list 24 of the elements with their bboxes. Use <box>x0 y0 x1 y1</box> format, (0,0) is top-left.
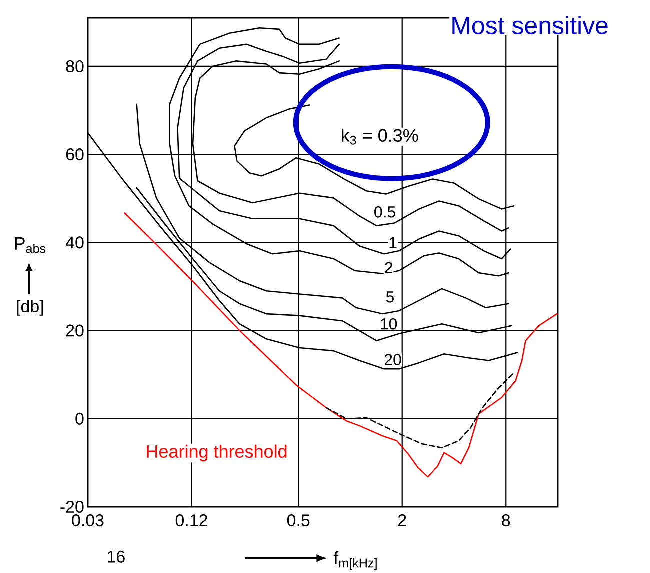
text: 16 <box>108 550 125 563</box>
annotation: 2 <box>385 262 392 274</box>
annotation: Most sensitive <box>452 16 608 35</box>
x-tick-label: 0.5 <box>287 514 310 527</box>
x-tick-label: 8 <box>502 514 510 527</box>
annotation: k$_{3}$ = 0.3% <box>342 128 418 145</box>
annotation: 1 <box>390 237 397 248</box>
y-tick-label: -20 <box>60 500 84 514</box>
x-tick-label: 0.12 <box>176 514 208 527</box>
y-tick-label: 40 <box>66 236 84 249</box>
text: Hearing threshold <box>147 444 287 462</box>
annotation: 0.5 <box>374 206 396 218</box>
annotation: 20 <box>384 354 402 366</box>
y-tick-label: 20 <box>66 324 84 337</box>
text: [db] <box>17 300 44 316</box>
y-axis-title: P$_{abs}$ <box>15 238 46 254</box>
annotation: 10 <box>381 318 398 330</box>
annotation: 5 <box>386 292 394 303</box>
x-axis-title: f$_{m[kHz]}$ <box>334 551 377 570</box>
x-tick-label: 0.03 <box>72 514 104 527</box>
y-tick-label: 0 <box>76 412 84 425</box>
y-tick-label: 60 <box>66 148 84 161</box>
y-tick-label: 80 <box>66 60 84 72</box>
x-tick-label: 2 <box>398 514 406 526</box>
